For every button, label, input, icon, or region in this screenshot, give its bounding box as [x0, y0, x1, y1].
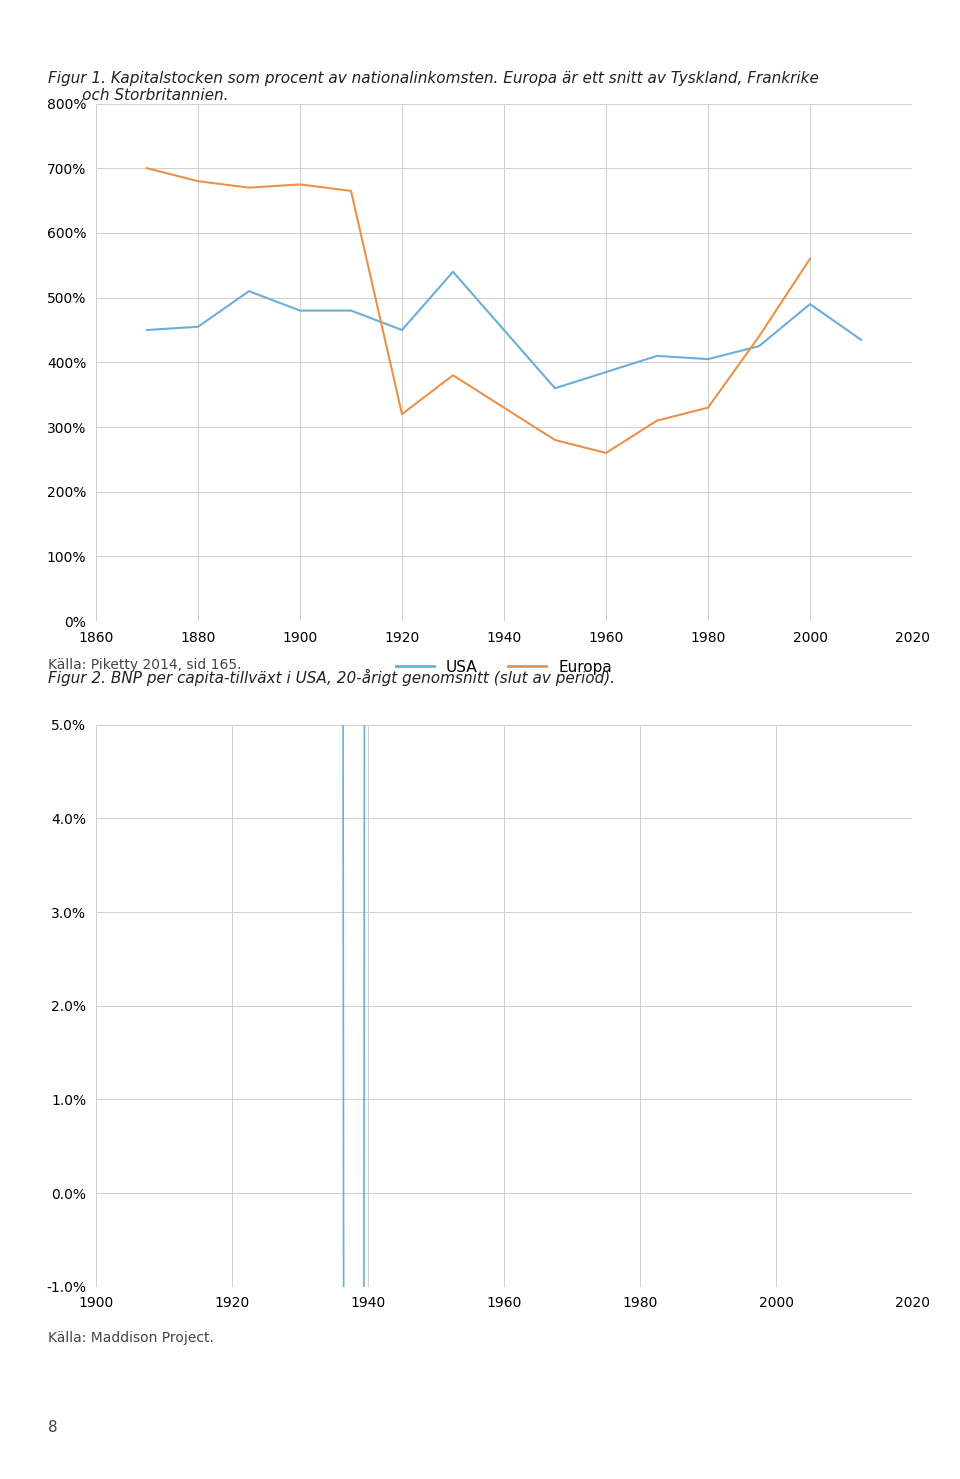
- Text: Källa: Maddison Project.: Källa: Maddison Project.: [48, 1331, 214, 1344]
- Text: Figur 2. BNP per capita-tillväxt i USA, 20-årigt genomsnitt (slut av period).: Figur 2. BNP per capita-tillväxt i USA, …: [48, 669, 615, 686]
- Legend: USA, Europa: USA, Europa: [390, 654, 618, 680]
- Text: Källa: Piketty 2014, sid 165.: Källa: Piketty 2014, sid 165.: [48, 658, 242, 671]
- Text: Figur 1. Kapitalstocken som procent av nationalinkomsten. Europa är ett snitt av: Figur 1. Kapitalstocken som procent av n…: [48, 71, 819, 104]
- Text: 8: 8: [48, 1420, 58, 1435]
